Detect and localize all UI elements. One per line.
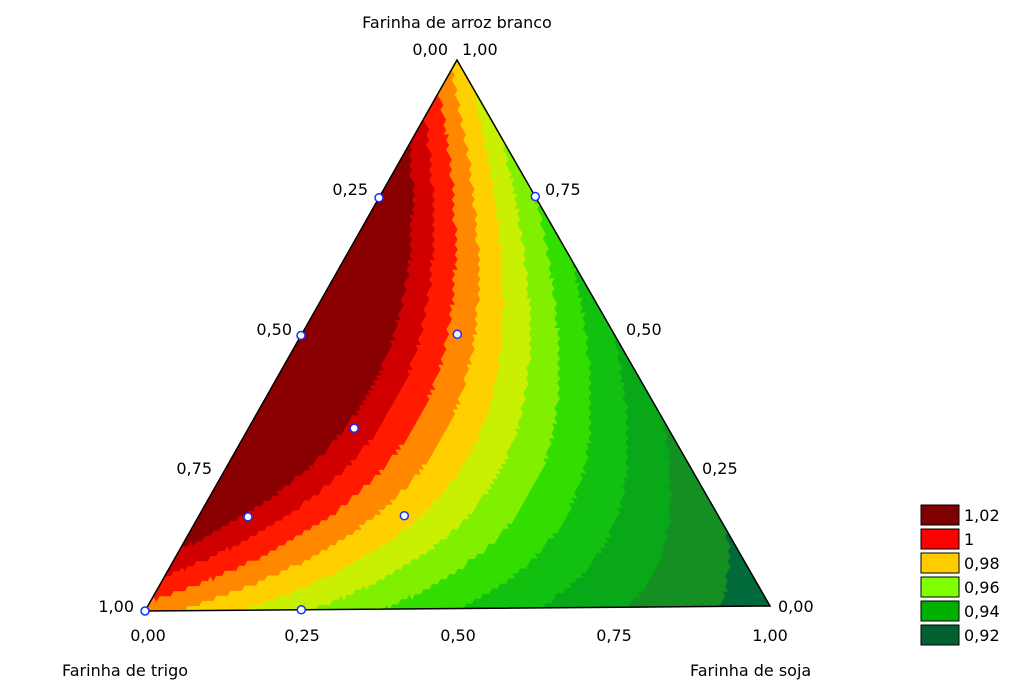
contour-band-8 bbox=[145, 69, 481, 611]
vertex-label-top: Farinha de arroz branco bbox=[362, 13, 552, 32]
tick-right-1: 0,50 bbox=[626, 320, 662, 339]
contour-band-0 bbox=[718, 530, 770, 608]
legend-swatch-1 bbox=[920, 528, 960, 550]
legend-label-3: 0,96 bbox=[964, 578, 1000, 597]
legend-swatch-3 bbox=[920, 576, 960, 598]
contour-bands bbox=[145, 60, 770, 611]
contour-band-1 bbox=[627, 421, 731, 608]
legend-label-0: 1,02 bbox=[964, 506, 1000, 525]
design-point-4 bbox=[296, 330, 306, 341]
tick-right-3: 0,00 bbox=[778, 597, 814, 616]
design-points bbox=[140, 191, 541, 616]
tick-left-2: 0,75 bbox=[176, 459, 212, 478]
legend: 1,02 1 0,98 0,96 0,94 0,92 bbox=[920, 504, 1000, 646]
legend-swatch-0 bbox=[920, 504, 960, 526]
contour-band-9 bbox=[152, 94, 458, 602]
tick-bottom-0: 0,00 bbox=[130, 626, 166, 645]
tick-bottom-2: 0,50 bbox=[440, 626, 476, 645]
design-point-0 bbox=[140, 606, 150, 616]
contour-band-11 bbox=[181, 144, 416, 547]
tick-right-2: 0,25 bbox=[702, 459, 738, 478]
contour-band-7 bbox=[184, 60, 507, 611]
legend-label-4: 0,94 bbox=[964, 602, 1000, 621]
design-point-7 bbox=[243, 512, 253, 522]
tick-bottom-3: 0,75 bbox=[596, 626, 632, 645]
design-point-8 bbox=[399, 510, 410, 521]
legend-label-2: 0,98 bbox=[964, 554, 1000, 573]
vertex-label-right: Farinha de soja bbox=[690, 661, 811, 680]
vertex-label-left: Farinha de trigo bbox=[62, 661, 188, 680]
tick-left-3: 1,00 bbox=[98, 597, 134, 616]
design-point-3 bbox=[530, 191, 541, 202]
tick-top-0: 0,00 bbox=[412, 40, 448, 59]
design-point-2 bbox=[374, 193, 384, 203]
contour-band-10 bbox=[164, 119, 436, 577]
contour-band-2 bbox=[542, 337, 674, 609]
legend-label-5: 0,92 bbox=[964, 626, 1000, 645]
legend-swatch-5 bbox=[920, 624, 960, 646]
contour-band-6 bbox=[246, 88, 532, 611]
design-point-5 bbox=[452, 329, 463, 340]
design-point-6 bbox=[349, 423, 359, 434]
legend-swatch-4 bbox=[920, 600, 960, 622]
tick-bottom-1: 0,25 bbox=[284, 626, 320, 645]
tick-bottom-4: 1,00 bbox=[752, 626, 788, 645]
tick-top-1: 1,00 bbox=[462, 40, 498, 59]
tick-right-0: 0,75 bbox=[545, 180, 581, 199]
tick-left-1: 0,50 bbox=[256, 320, 292, 339]
contour-band-5 bbox=[314, 143, 561, 611]
legend-label-1: 1 bbox=[964, 530, 974, 549]
legend-swatch-2 bbox=[920, 552, 960, 574]
design-point-1 bbox=[296, 605, 307, 615]
tick-left-0: 0,25 bbox=[332, 180, 368, 199]
